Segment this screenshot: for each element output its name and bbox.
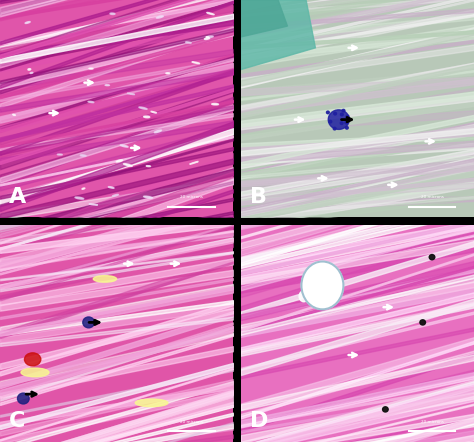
Ellipse shape xyxy=(13,114,15,115)
Ellipse shape xyxy=(25,353,41,366)
Text: C: C xyxy=(9,411,26,431)
Ellipse shape xyxy=(105,85,109,86)
Circle shape xyxy=(334,112,337,115)
Ellipse shape xyxy=(28,69,31,70)
Ellipse shape xyxy=(207,12,214,15)
Ellipse shape xyxy=(25,22,30,23)
Ellipse shape xyxy=(151,111,156,113)
Ellipse shape xyxy=(135,399,168,407)
Ellipse shape xyxy=(190,161,198,164)
Circle shape xyxy=(346,126,348,129)
Ellipse shape xyxy=(206,37,209,38)
Ellipse shape xyxy=(80,155,86,156)
Ellipse shape xyxy=(212,103,219,105)
Circle shape xyxy=(345,121,348,124)
Ellipse shape xyxy=(166,73,170,74)
Circle shape xyxy=(342,109,345,112)
Text: B: B xyxy=(250,187,267,206)
Ellipse shape xyxy=(93,276,117,282)
Ellipse shape xyxy=(89,68,93,69)
Circle shape xyxy=(420,320,426,325)
Ellipse shape xyxy=(204,38,210,39)
Text: 20 microns: 20 microns xyxy=(420,419,444,423)
Ellipse shape xyxy=(110,13,115,15)
Circle shape xyxy=(346,115,349,118)
Text: 20 microns: 20 microns xyxy=(180,419,203,423)
Ellipse shape xyxy=(186,42,191,43)
Ellipse shape xyxy=(144,196,153,198)
Polygon shape xyxy=(241,0,287,37)
Ellipse shape xyxy=(128,93,135,95)
Circle shape xyxy=(329,120,332,123)
Ellipse shape xyxy=(21,368,49,377)
Ellipse shape xyxy=(30,72,33,73)
Ellipse shape xyxy=(82,188,85,189)
Circle shape xyxy=(327,111,329,114)
Ellipse shape xyxy=(112,194,118,196)
Ellipse shape xyxy=(192,62,200,64)
Text: 20 microns: 20 microns xyxy=(420,195,444,199)
Ellipse shape xyxy=(156,16,163,18)
Circle shape xyxy=(383,407,388,412)
Circle shape xyxy=(328,110,349,130)
Circle shape xyxy=(333,127,336,130)
Ellipse shape xyxy=(109,187,114,188)
Polygon shape xyxy=(241,0,315,69)
Ellipse shape xyxy=(116,160,122,162)
Ellipse shape xyxy=(57,154,62,155)
Circle shape xyxy=(340,113,343,116)
Ellipse shape xyxy=(155,130,162,133)
Ellipse shape xyxy=(89,204,98,205)
Ellipse shape xyxy=(146,166,151,167)
Circle shape xyxy=(83,317,94,328)
Ellipse shape xyxy=(75,197,84,199)
Ellipse shape xyxy=(88,101,94,103)
Text: D: D xyxy=(250,411,268,431)
Text: 20 microns: 20 microns xyxy=(180,195,203,199)
Ellipse shape xyxy=(120,145,128,147)
Circle shape xyxy=(340,122,343,125)
Ellipse shape xyxy=(124,164,132,166)
Ellipse shape xyxy=(207,36,213,38)
Ellipse shape xyxy=(301,262,343,309)
Ellipse shape xyxy=(139,107,147,109)
Circle shape xyxy=(18,393,29,404)
Ellipse shape xyxy=(144,116,150,118)
Text: A: A xyxy=(9,187,27,206)
Ellipse shape xyxy=(299,291,309,302)
Circle shape xyxy=(429,255,435,260)
